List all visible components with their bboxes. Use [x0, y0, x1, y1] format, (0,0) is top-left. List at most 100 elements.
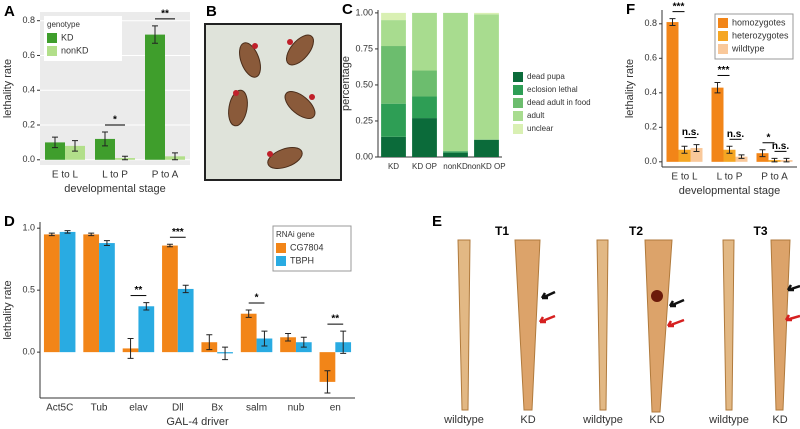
error-bar	[152, 25, 158, 44]
bar-segment	[443, 151, 468, 153]
error-bar	[127, 338, 134, 359]
error-bar	[681, 145, 688, 154]
error-bar	[300, 336, 307, 348]
legend-label: nonKD	[61, 45, 89, 55]
legend-swatch	[718, 31, 728, 41]
x-axis-label: developmental stage	[679, 185, 781, 197]
error-bar	[285, 333, 292, 342]
legend-swatch	[513, 98, 523, 108]
error-bar	[182, 284, 189, 294]
error-bar	[324, 370, 331, 394]
legend-swatch	[718, 18, 728, 28]
legend-swatch	[47, 46, 57, 56]
x-tick-label: P to A	[152, 170, 179, 181]
significance-label: n.s.	[727, 129, 744, 140]
bar-segment	[381, 12, 406, 21]
x-tick-label: Tub	[91, 403, 108, 414]
error-bar	[122, 155, 128, 161]
legend-label: KD	[61, 32, 74, 42]
y-tick-label: 0.6	[22, 50, 35, 60]
y-axis-label: lethality rate	[2, 280, 14, 339]
bar-segment	[412, 96, 437, 119]
bar-segment	[443, 152, 468, 157]
x-tick-label: en	[330, 403, 341, 414]
bar	[59, 231, 76, 353]
legend-label: wildtype	[731, 43, 765, 53]
bar-segment	[381, 103, 406, 137]
legend-swatch	[276, 243, 286, 253]
bar-segment	[474, 14, 499, 140]
x-tick-label: nonKD OP	[467, 162, 505, 171]
bar-segment	[381, 46, 406, 104]
y-axis-label: lethality rate	[624, 59, 636, 118]
error-bar	[245, 309, 252, 318]
bar-segment	[412, 12, 437, 71]
bar	[145, 34, 165, 160]
x-tick-label: nonKD	[443, 162, 468, 171]
photo-label: wildtype	[443, 414, 484, 426]
error-bar	[48, 232, 55, 237]
bar	[45, 142, 65, 160]
x-tick-label: L to P	[102, 170, 128, 181]
bar-segment	[381, 20, 406, 47]
x-tick-label: Act5C	[46, 403, 73, 414]
bar	[319, 352, 336, 382]
error-bar	[693, 144, 700, 152]
bar	[83, 234, 100, 353]
y-tick-label: 0.5	[22, 285, 35, 295]
bar-segment	[474, 139, 499, 157]
panel-letter: B	[206, 3, 217, 20]
x-tick-label: KD	[388, 162, 399, 171]
bar	[240, 313, 257, 353]
bar-segment	[381, 136, 406, 157]
error-bar	[166, 243, 173, 248]
error-bar	[738, 154, 745, 159]
bar-segment	[443, 12, 468, 152]
x-tick-label: P to A	[761, 172, 788, 183]
error-bar	[102, 131, 108, 147]
legend-label: adult	[527, 111, 545, 120]
error-bar	[143, 302, 150, 311]
photo-title: T1	[495, 224, 509, 238]
leg-photos	[457, 239, 800, 413]
bar	[756, 153, 769, 162]
legend-title: genotype	[47, 20, 80, 29]
legend-label: homozygotes	[732, 17, 786, 27]
x-tick-label: KD OP	[412, 162, 437, 171]
significance-label: n.s.	[682, 127, 699, 138]
bar-segment	[474, 12, 499, 15]
bar	[138, 306, 155, 353]
x-tick-label: salm	[246, 403, 267, 414]
photo-label: KD	[520, 414, 535, 426]
photo-label: KD	[649, 414, 664, 426]
bar	[735, 156, 748, 162]
y-axis-label: percentage	[340, 56, 352, 111]
significance-label: **	[135, 285, 143, 296]
legend-title: RNAi gene	[276, 230, 315, 239]
significance-label: *	[255, 293, 259, 304]
legend-label: heterozygotes	[732, 30, 789, 40]
bar	[43, 234, 60, 353]
error-bar	[340, 330, 347, 354]
y-tick-label: 0.6	[644, 53, 657, 63]
legend-label: CG7804	[290, 242, 324, 252]
y-tick-label: 0.4	[22, 85, 35, 95]
error-bar	[261, 330, 268, 347]
bar	[162, 245, 178, 353]
x-tick-label: E to L	[52, 170, 79, 181]
panel-letter: C	[342, 1, 353, 18]
legend-swatch	[513, 72, 523, 82]
error-bar	[783, 157, 790, 163]
y-tick-label: 0.25	[355, 115, 373, 125]
error-bar	[222, 346, 229, 361]
legend-swatch	[513, 124, 523, 134]
error-bar	[669, 18, 676, 27]
bar	[95, 138, 115, 160]
y-tick-label: 0.75	[355, 43, 373, 53]
error-bar	[64, 230, 71, 234]
significance-label: ***	[718, 65, 730, 76]
significance-label: **	[161, 9, 169, 20]
x-tick-label: L to P	[717, 172, 743, 183]
x-tick-label: Bx	[211, 403, 223, 414]
